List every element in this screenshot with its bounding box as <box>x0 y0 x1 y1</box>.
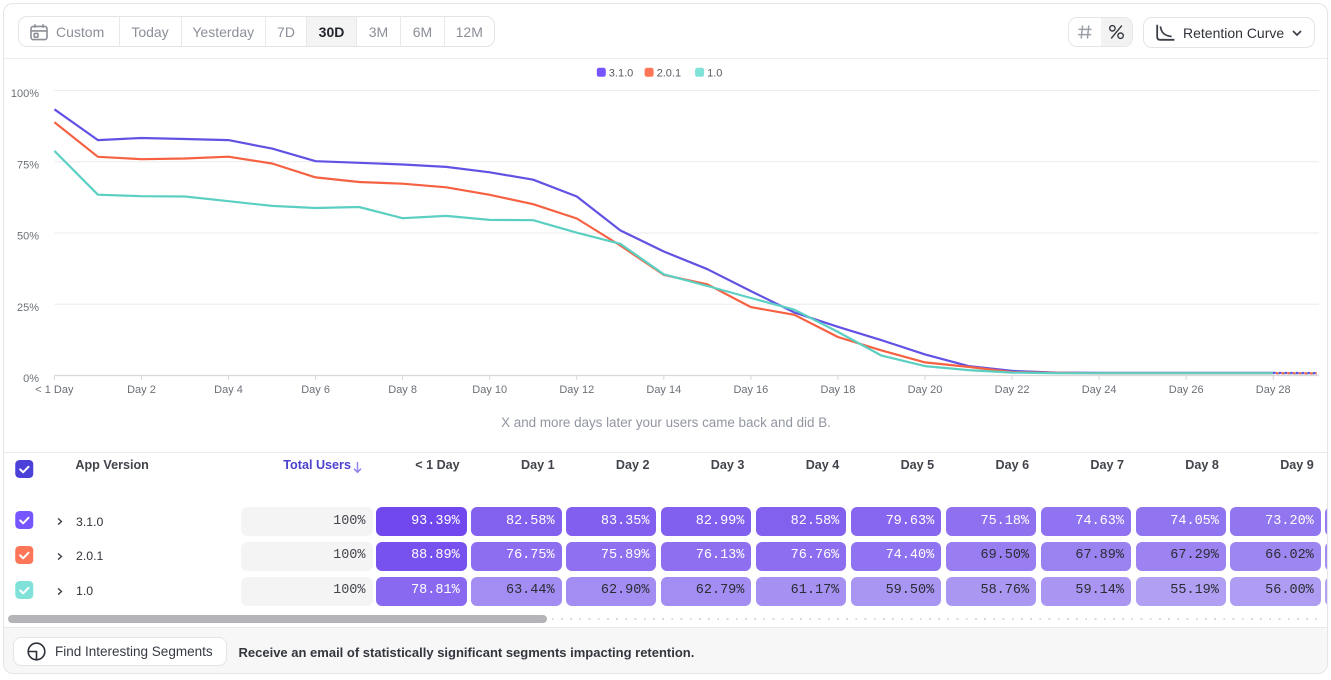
svg-text:Day 28: Day 28 <box>1256 384 1291 396</box>
svg-text:Day 20: Day 20 <box>908 384 943 396</box>
svg-text:3.1.0: 3.1.0 <box>609 67 633 79</box>
svg-text:Day 10: Day 10 <box>472 384 507 396</box>
svg-text:100%: 100% <box>11 88 39 100</box>
svg-text:1.0: 1.0 <box>707 67 722 79</box>
svg-text:Day 22: Day 22 <box>995 384 1030 396</box>
svg-text:25%: 25% <box>17 302 39 314</box>
svg-text:0%: 0% <box>23 373 39 385</box>
svg-text:Day 16: Day 16 <box>733 384 768 396</box>
svg-text:Day 14: Day 14 <box>646 384 681 396</box>
svg-text:75%: 75% <box>17 159 39 171</box>
svg-text:50%: 50% <box>17 231 39 243</box>
svg-text:Day 24: Day 24 <box>1082 384 1117 396</box>
svg-text:Day 12: Day 12 <box>559 384 594 396</box>
svg-text:< 1 Day: < 1 Day <box>35 384 74 396</box>
svg-text:2.0.1: 2.0.1 <box>657 67 681 79</box>
svg-text:Day 8: Day 8 <box>388 384 417 396</box>
svg-text:Day 4: Day 4 <box>214 384 243 396</box>
svg-text:Day 6: Day 6 <box>301 384 330 396</box>
svg-text:Day 18: Day 18 <box>821 384 856 396</box>
svg-text:Day 26: Day 26 <box>1169 384 1204 396</box>
svg-text:Day 2: Day 2 <box>127 384 156 396</box>
svg-text:X and more days later your use: X and more days later your users came ba… <box>501 415 831 430</box>
